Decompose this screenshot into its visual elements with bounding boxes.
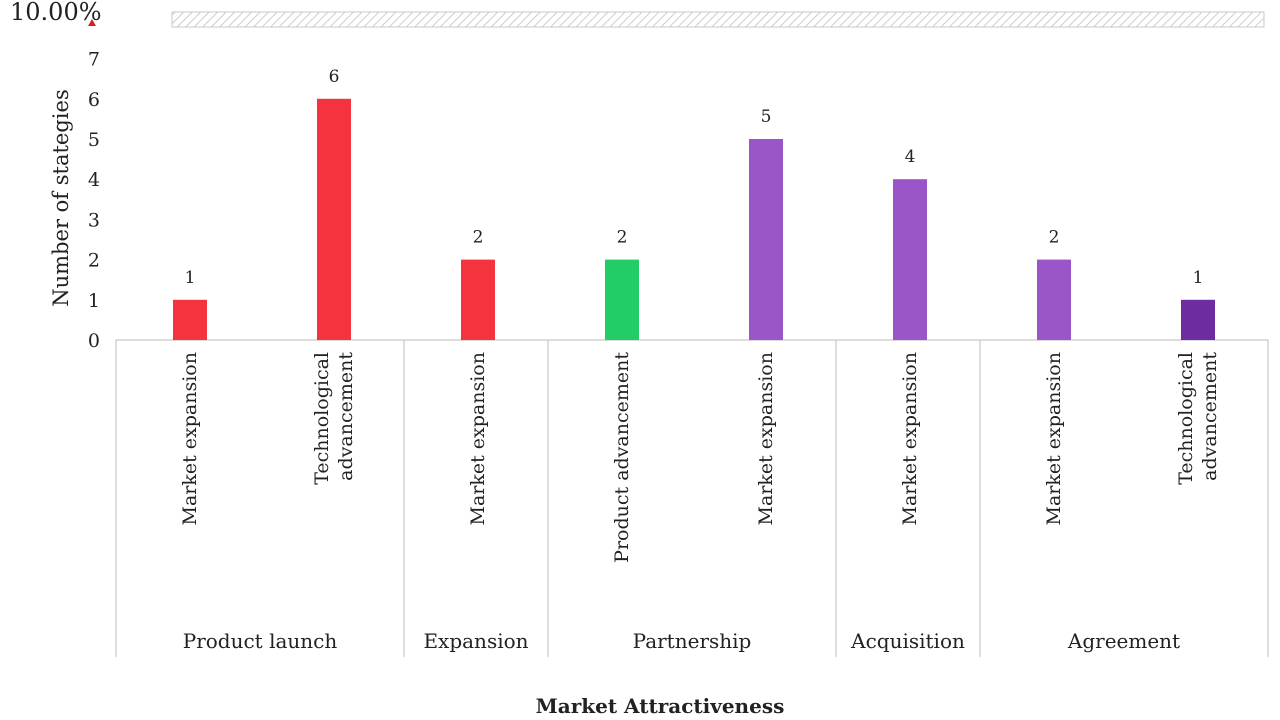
y-tick-label: 0 [88, 330, 100, 352]
bar [173, 299, 207, 340]
category-label: Technological [311, 352, 333, 485]
y-tick-label: 1 [88, 290, 100, 312]
group-label: Expansion [423, 629, 528, 653]
category-label: Technological [1175, 352, 1197, 485]
data-label: 2 [1049, 228, 1060, 248]
bar [893, 179, 927, 340]
bar [749, 139, 783, 340]
y-tick-label: 4 [88, 169, 100, 191]
y-tick-label: 5 [88, 129, 100, 151]
category-label: Market expansion [755, 352, 777, 526]
y-tick-label: 7 [88, 49, 100, 71]
y-axis-title: Number of stategies [49, 89, 73, 306]
category-label: Market expansion [179, 352, 201, 526]
data-label: 1 [1193, 268, 1204, 288]
y-tick-label: 2 [88, 250, 100, 272]
bar [605, 259, 639, 340]
triangle-marker-icon [88, 19, 96, 26]
data-label: 2 [473, 228, 484, 248]
grid-lines [115, 339, 1269, 657]
data-label: 1 [185, 268, 196, 288]
data-label: 4 [905, 147, 916, 167]
data-label: 6 [329, 67, 340, 87]
x-axis-title: Market Attractiveness [536, 694, 785, 718]
bar [461, 259, 495, 340]
group-labels: Product launch Expansion Partnership Acquis… [183, 629, 1180, 653]
group-label: Agreement [1067, 629, 1180, 653]
bar [1181, 299, 1215, 340]
hatched-header-strip [171, 11, 1265, 28]
group-label: Product launch [183, 629, 338, 653]
data-label: 2 [617, 228, 628, 248]
data-label: 5 [761, 107, 772, 127]
group-label: Partnership [633, 629, 752, 653]
bar [1037, 259, 1071, 340]
group-label: Acquisition [850, 629, 965, 653]
bars: 1 6 2 2 5 4 2 1 [173, 67, 1215, 340]
category-label: advancement [1199, 352, 1221, 481]
category-label: advancement [335, 352, 357, 481]
category-label: Market expansion [899, 352, 921, 526]
category-labels: Market expansion Technological advancement… [179, 352, 1221, 563]
category-label: Product advancement [611, 352, 633, 563]
category-label: Market expansion [467, 352, 489, 526]
bar [317, 98, 351, 340]
y-tick-label: 3 [88, 209, 100, 231]
category-label: Market expansion [1043, 352, 1065, 526]
y-tick-label: 6 [88, 89, 100, 111]
y-axis: 0 1 2 3 4 5 6 7 [88, 49, 100, 352]
corner-label: 10.00% [10, 0, 102, 26]
